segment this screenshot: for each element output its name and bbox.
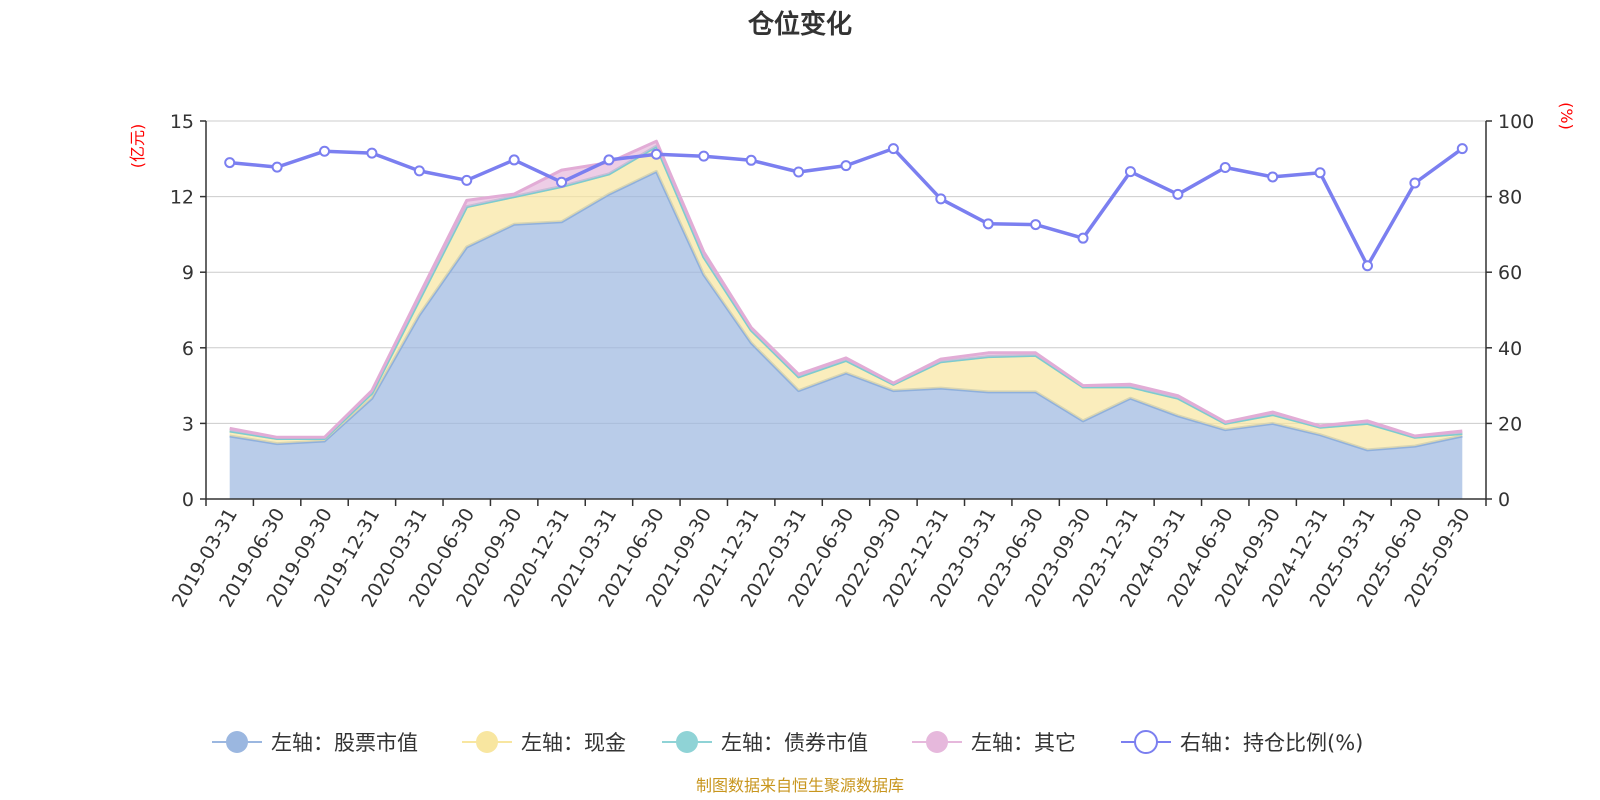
ratio-point xyxy=(461,174,473,186)
legend-item[interactable]: 左轴：股票市值 xyxy=(212,731,418,755)
data-source-note: 制图数据来自恒生聚源数据库 xyxy=(696,776,904,795)
legend[interactable]: 左轴：股票市值 左轴：现金 左轴：债券市值 左轴：其它 右轴：持仓比例(%) xyxy=(212,730,1363,755)
ratio-point xyxy=(982,218,994,230)
legend-label: 左轴：其它 xyxy=(971,731,1076,755)
legend-item[interactable]: 右轴：持仓比例(%) xyxy=(1121,730,1363,755)
ratio-point xyxy=(887,143,899,155)
ratio-point xyxy=(793,166,805,178)
ratio-point xyxy=(698,150,710,162)
ratio-point xyxy=(1172,188,1184,200)
ratio-point xyxy=(319,145,331,157)
ratio-point xyxy=(1077,232,1089,244)
ratio-point xyxy=(508,154,520,166)
legend-marker-icon xyxy=(226,731,248,753)
right-axis-tick-label: 20 xyxy=(1498,413,1522,435)
left-axis-tick-label: 9 xyxy=(182,262,194,284)
ratio-point xyxy=(224,157,236,169)
ratio-point xyxy=(1030,219,1042,231)
right-axis-unit: (%) xyxy=(1557,102,1576,130)
ratio-point xyxy=(1219,161,1231,173)
ratio-point xyxy=(1361,260,1373,272)
left-axis-tick-label: 6 xyxy=(182,338,194,360)
area-edge-4 xyxy=(229,139,1463,439)
ratio-point xyxy=(840,160,852,172)
ratio-point xyxy=(366,147,378,159)
left-axis-tick-label: 3 xyxy=(182,413,194,435)
legend-label: 左轴：债券市值 xyxy=(721,731,868,755)
legend-marker-icon xyxy=(926,731,948,753)
left-axis-tick-label: 15 xyxy=(170,111,194,133)
legend-item[interactable]: 左轴：债券市值 xyxy=(662,731,868,755)
right-axis-tick-label: 100 xyxy=(1498,111,1534,133)
ratio-point xyxy=(1409,177,1421,189)
ratio-point xyxy=(1314,167,1326,179)
legend-label: 左轴：股票市值 xyxy=(271,731,418,755)
right-axis-tick-label: 80 xyxy=(1498,187,1522,209)
legend-item[interactable]: 左轴：其它 xyxy=(912,731,1076,755)
stacked-areas xyxy=(229,139,1463,499)
right-axis-tick-label: 60 xyxy=(1498,262,1522,284)
area-2 xyxy=(229,146,1463,450)
ratio-point xyxy=(650,148,662,160)
legend-marker-icon xyxy=(1134,730,1158,754)
ratio-point xyxy=(1267,171,1279,183)
chart-title: 仓位变化 xyxy=(747,9,852,40)
ratio-point xyxy=(271,161,283,173)
left-axis-tick-label: 0 xyxy=(182,489,194,511)
legend-item[interactable]: 左轴：现金 xyxy=(462,731,626,755)
legend-label: 右轴：持仓比例(%) xyxy=(1180,731,1363,755)
right-axis-tick-label: 40 xyxy=(1498,338,1522,360)
legend-marker-icon xyxy=(676,731,698,753)
legend-marker-icon xyxy=(476,731,498,753)
ratio-point xyxy=(603,154,615,166)
ratio-point xyxy=(1124,166,1136,178)
ratio-point xyxy=(745,154,757,166)
right-axis-tick-label: 0 xyxy=(1498,489,1510,511)
legend-label: 左轴：现金 xyxy=(521,731,626,755)
left-axis-unit: (亿元) xyxy=(128,124,147,169)
area-1 xyxy=(229,171,1463,499)
ratio-point xyxy=(413,165,425,177)
ratio-point xyxy=(935,193,947,205)
ratio-line-layer xyxy=(224,143,1468,272)
ratio-point xyxy=(556,176,568,188)
left-axis-tick-label: 12 xyxy=(170,187,194,209)
ratio-point xyxy=(1456,143,1468,155)
